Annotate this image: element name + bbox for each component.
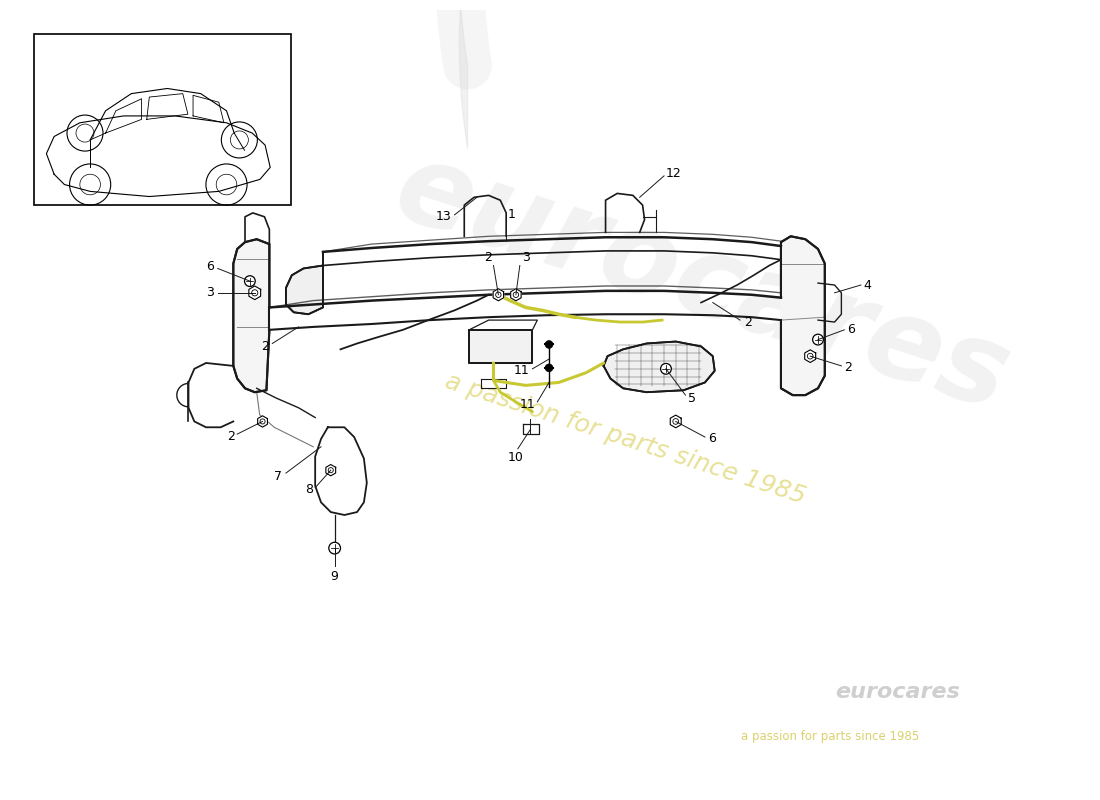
Text: 11: 11: [519, 398, 536, 411]
Text: 10: 10: [508, 450, 524, 464]
Text: 9: 9: [331, 570, 339, 582]
Polygon shape: [670, 415, 681, 428]
Bar: [33, 34, 290, 205]
Text: 6: 6: [206, 260, 213, 273]
Text: a passion for parts since 1985: a passion for parts since 1985: [740, 730, 918, 742]
Text: 7: 7: [274, 470, 282, 482]
Text: 2: 2: [484, 250, 492, 263]
Text: 12: 12: [666, 167, 682, 181]
Circle shape: [546, 341, 553, 348]
Text: 2: 2: [744, 315, 751, 329]
Polygon shape: [469, 330, 532, 363]
Text: 4: 4: [864, 278, 871, 291]
Circle shape: [661, 363, 671, 374]
Text: eurocares: eurocares: [836, 682, 960, 702]
Text: 6: 6: [708, 433, 716, 446]
Text: eurocares: eurocares: [383, 132, 1024, 434]
Text: 2: 2: [228, 430, 235, 442]
Polygon shape: [233, 239, 270, 392]
Text: 1: 1: [508, 208, 516, 221]
Polygon shape: [781, 236, 825, 395]
Polygon shape: [805, 350, 816, 362]
Text: 8: 8: [305, 483, 314, 496]
Text: 2: 2: [845, 362, 853, 374]
Circle shape: [546, 364, 553, 372]
Polygon shape: [493, 289, 504, 301]
Circle shape: [329, 542, 341, 554]
Text: 2: 2: [262, 340, 270, 353]
Polygon shape: [257, 416, 267, 427]
Text: 3: 3: [521, 250, 529, 263]
Circle shape: [813, 334, 824, 345]
Polygon shape: [326, 465, 336, 476]
Polygon shape: [510, 289, 521, 301]
Text: 11: 11: [514, 364, 529, 378]
Polygon shape: [604, 342, 715, 392]
Text: 3: 3: [206, 286, 213, 299]
Polygon shape: [286, 252, 323, 314]
Circle shape: [244, 276, 255, 286]
Text: 5: 5: [689, 391, 696, 405]
Text: 6: 6: [847, 323, 855, 336]
Polygon shape: [249, 286, 261, 300]
Text: a passion for parts since 1985: a passion for parts since 1985: [442, 370, 808, 509]
Text: 13: 13: [436, 210, 452, 223]
